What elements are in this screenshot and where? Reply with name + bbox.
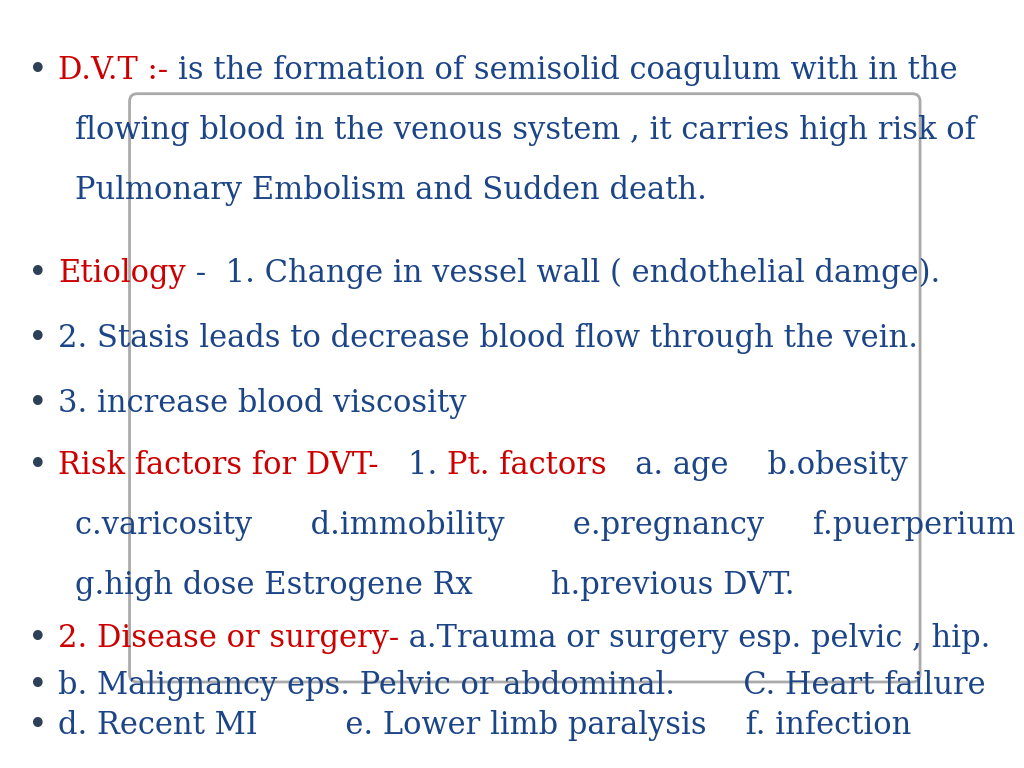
Text: 2.: 2. (58, 623, 97, 654)
Text: flowing blood in the venous system , it carries high risk of: flowing blood in the venous system , it … (75, 115, 976, 146)
Text: •: • (29, 55, 48, 87)
Text: •: • (29, 670, 48, 702)
Text: •: • (29, 623, 48, 655)
Text: a.Trauma or surgery esp. pelvic , hip.: a.Trauma or surgery esp. pelvic , hip. (399, 623, 990, 654)
Text: Pulmonary Embolism and Sudden death.: Pulmonary Embolism and Sudden death. (75, 175, 707, 206)
Text: •: • (29, 450, 48, 482)
Text: is the formation of semisolid coagulum with in the: is the formation of semisolid coagulum w… (178, 55, 957, 86)
Text: D.V.T :-: D.V.T :- (58, 55, 178, 86)
Text: 3. increase blood viscosity: 3. increase blood viscosity (58, 388, 467, 419)
Text: g.high dose Estrogene Rx        h.previous DVT.: g.high dose Estrogene Rx h.previous DVT. (75, 570, 795, 601)
Text: Risk factors for DVT-: Risk factors for DVT- (58, 450, 408, 481)
Text: •: • (29, 323, 48, 355)
Text: 2. Stasis leads to decrease blood flow through the vein.: 2. Stasis leads to decrease blood flow t… (58, 323, 918, 354)
Text: d. Recent MI         e. Lower limb paralysis    f. infection: d. Recent MI e. Lower limb paralysis f. … (58, 710, 911, 741)
Text: Pt. factors: Pt. factors (446, 450, 606, 481)
Text: b. Malignancy eps. Pelvic or abdominal.       C. Heart failure: b. Malignancy eps. Pelvic or abdominal. … (58, 670, 986, 701)
Text: a. age    b.obesity: a. age b.obesity (606, 450, 908, 481)
Text: Disease or surgery-: Disease or surgery- (97, 623, 399, 654)
Text: 1.: 1. (408, 450, 446, 481)
FancyBboxPatch shape (130, 94, 920, 682)
Text: •: • (29, 388, 48, 420)
Text: Etiology: Etiology (58, 258, 185, 289)
Text: •: • (29, 710, 48, 742)
Text: -  1. Change in vessel wall ( endothelial damge).: - 1. Change in vessel wall ( endothelial… (185, 258, 940, 290)
Text: c.varicosity      d.immobility       e.pregnancy     f.puerperium: c.varicosity d.immobility e.pregnancy f.… (75, 510, 1016, 541)
Text: •: • (29, 258, 48, 290)
